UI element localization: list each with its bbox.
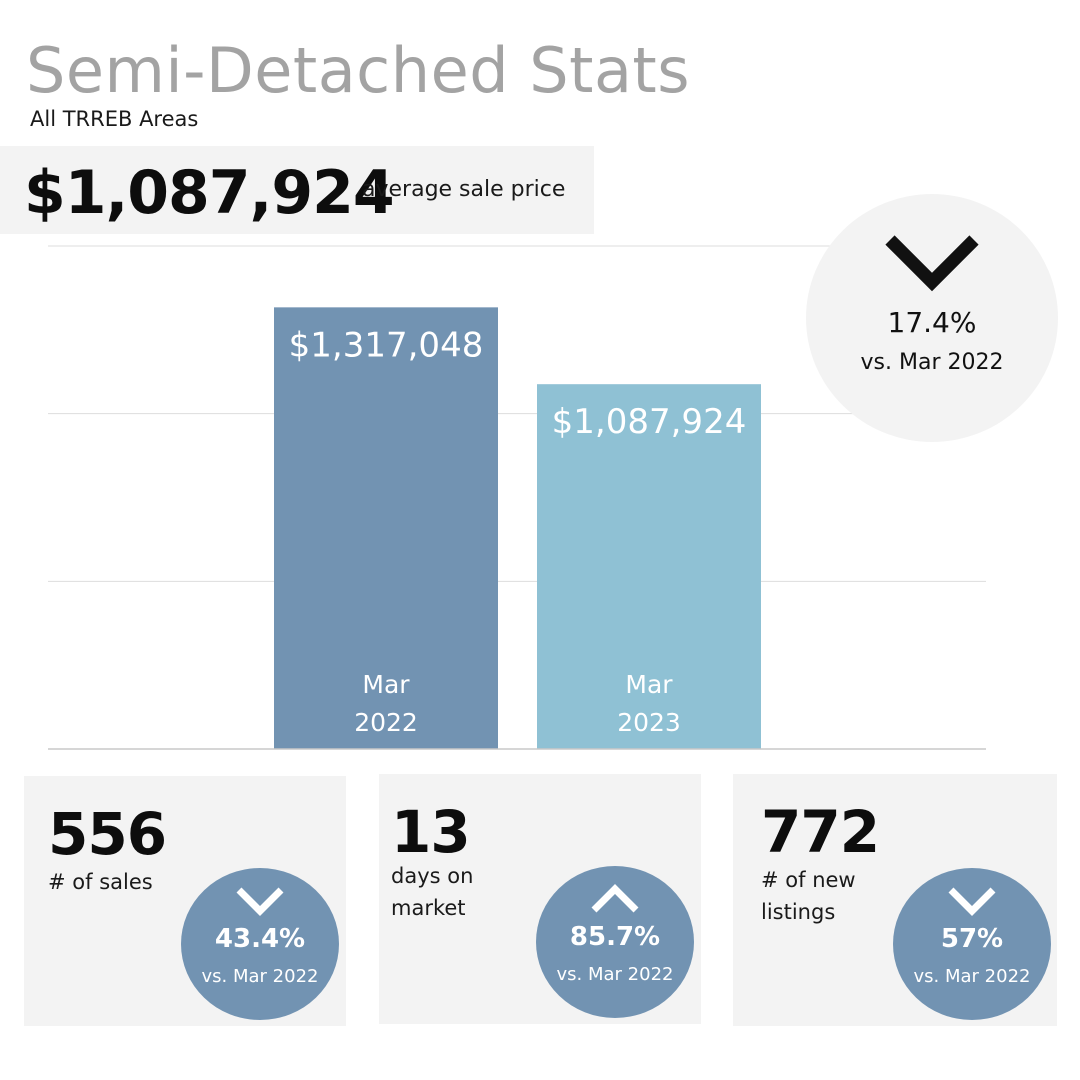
stat-label: # of new listings bbox=[761, 868, 856, 924]
chart-category-label: Mar bbox=[625, 670, 673, 699]
chart-category-label: 2022 bbox=[354, 708, 418, 737]
stat-card-days-on-market: 13 days on market 85.7% vs. Mar 2022 bbox=[379, 774, 701, 1024]
chart-bar bbox=[274, 307, 498, 749]
price-change-percent: 17.4% bbox=[887, 306, 977, 339]
chevron-down-icon bbox=[236, 887, 284, 916]
chevron-down-icon bbox=[948, 887, 996, 916]
chart-data-label: $1,087,924 bbox=[552, 402, 747, 442]
stat-change-comparison: vs. Mar 2022 bbox=[556, 964, 674, 985]
stat-value: 772 bbox=[761, 798, 880, 866]
chart-category-label: 2023 bbox=[617, 708, 681, 737]
stat-change-percent: 43.4% bbox=[214, 924, 306, 954]
stat-change-percent: 85.7% bbox=[569, 922, 661, 952]
average-price-label: average sale price bbox=[362, 177, 566, 202]
stat-card-sales: 556 # of sales 43.4% vs. Mar 2022 bbox=[24, 776, 346, 1026]
price-change-circle: 17.4% vs. Mar 2022 bbox=[806, 194, 1058, 442]
average-price-panel bbox=[0, 146, 594, 234]
chart-bar bbox=[537, 384, 761, 749]
chevron-down-icon bbox=[885, 235, 979, 292]
stat-card-new-listings: 772 # of new listings 57% vs. Mar 2022 bbox=[733, 774, 1057, 1026]
stat-change-badge: 57% vs. Mar 2022 bbox=[893, 868, 1051, 1020]
stat-change-comparison: vs. Mar 2022 bbox=[913, 966, 1031, 987]
stat-label: # of sales bbox=[48, 870, 153, 894]
stat-change-comparison: vs. Mar 2022 bbox=[201, 966, 319, 987]
chart-category-label: Mar bbox=[362, 670, 410, 699]
stat-value: 556 bbox=[48, 800, 167, 868]
price-change-comparison: vs. Mar 2022 bbox=[860, 350, 1004, 375]
stat-change-percent: 57% bbox=[940, 924, 1004, 954]
stat-change-badge: 43.4% vs. Mar 2022 bbox=[181, 868, 339, 1020]
page-subtitle: All TRREB Areas bbox=[30, 107, 199, 131]
average-price-value: $1,087,924 bbox=[24, 158, 395, 228]
stat-change-badge: 85.7% vs. Mar 2022 bbox=[536, 866, 694, 1018]
page-title: Semi-Detached Stats bbox=[26, 34, 691, 107]
stat-label: days on market bbox=[391, 864, 474, 920]
stat-value: 13 bbox=[391, 798, 471, 866]
chevron-up-icon bbox=[591, 884, 639, 913]
chart-data-label: $1,317,048 bbox=[289, 325, 484, 365]
